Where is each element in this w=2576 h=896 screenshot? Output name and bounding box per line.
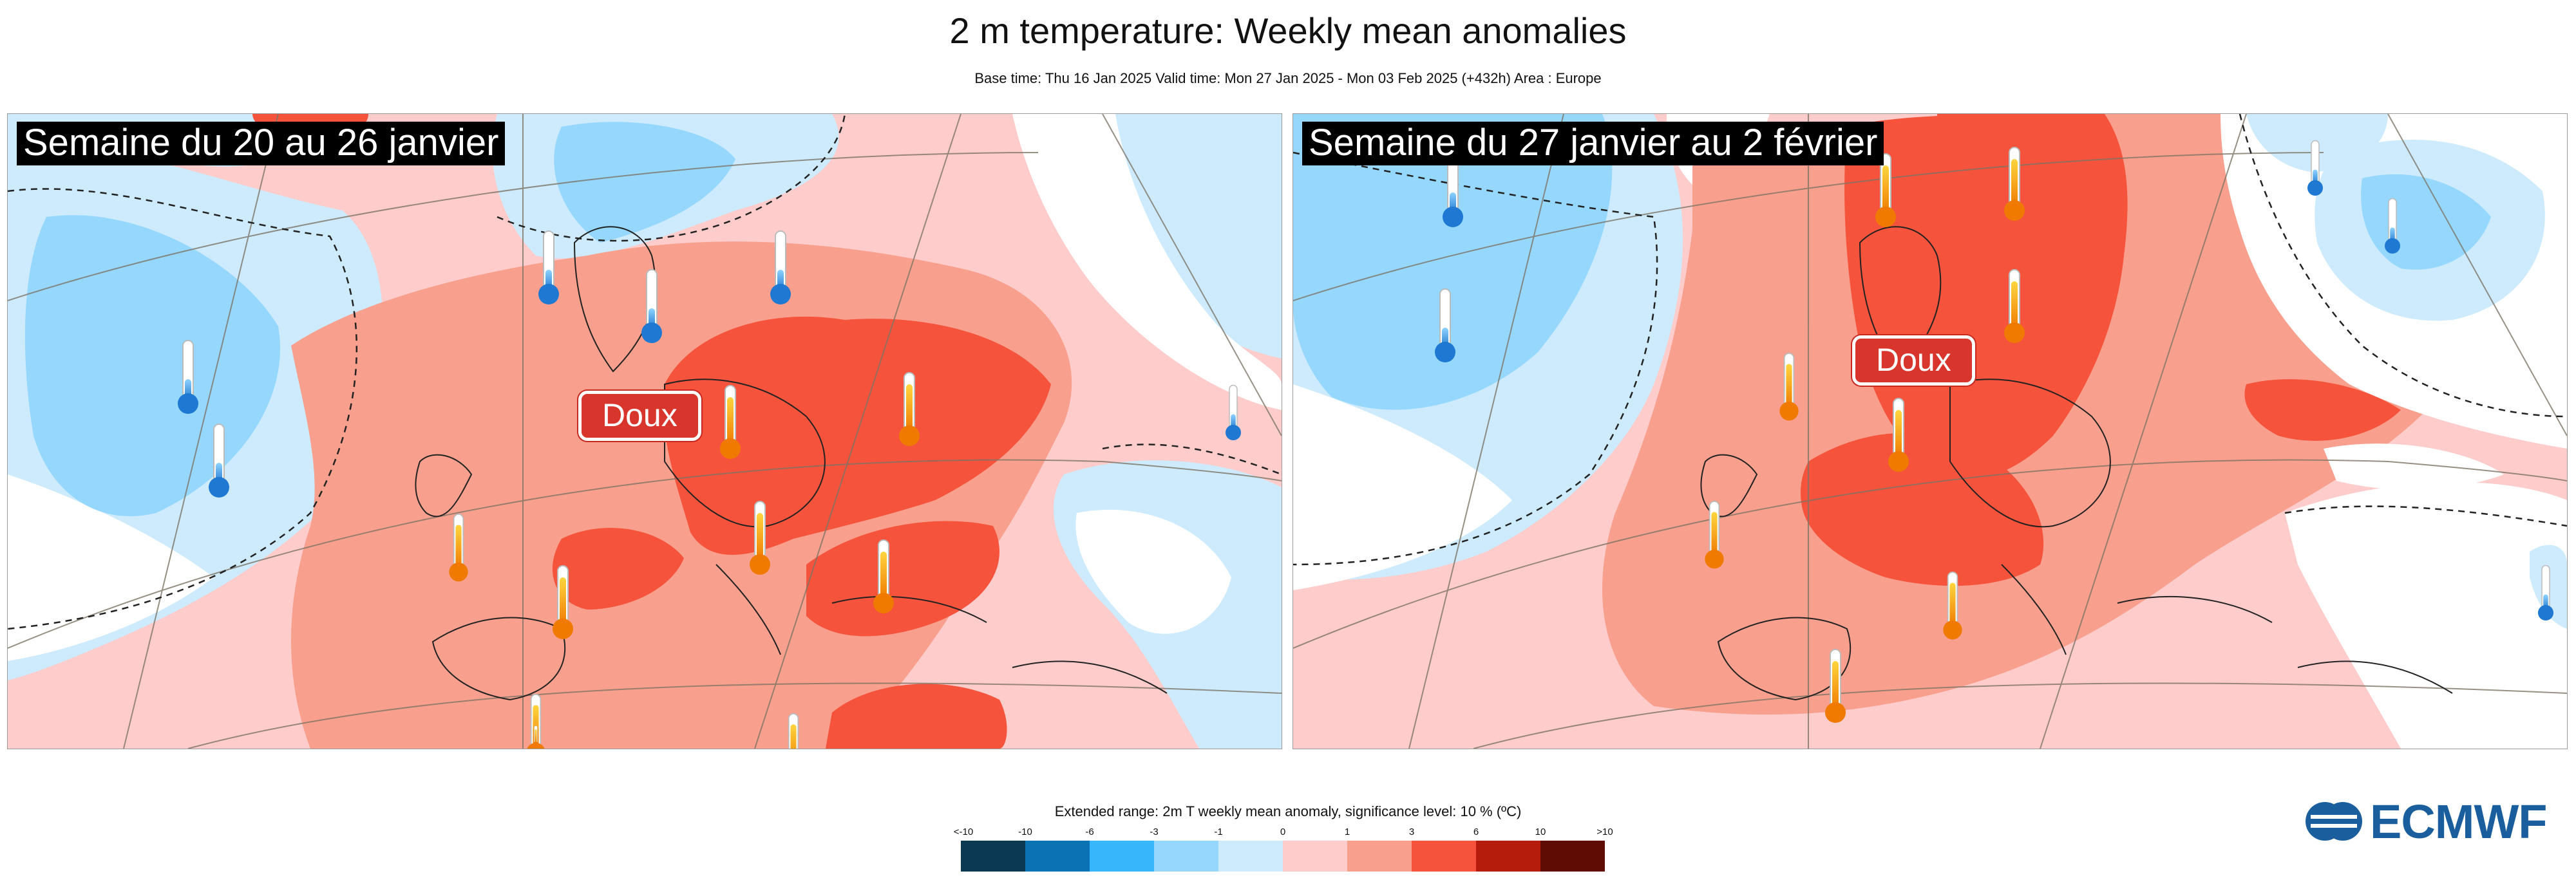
colorbar-tick: -10 xyxy=(1018,826,1032,837)
colorbar-swatch xyxy=(1476,841,1540,872)
map-panel-week-1: Semaine du 20 au 26 janvier Doux xyxy=(7,113,1282,749)
neutral-region xyxy=(8,474,214,661)
neutral-region xyxy=(2324,443,2504,490)
ecmwf-logo-text: ECMWF xyxy=(2370,794,2547,848)
colorbar-swatch xyxy=(961,841,1025,872)
chart-title: 2 m temperature: Weekly mean anomalies xyxy=(949,10,1627,51)
cold-anomaly-region xyxy=(1103,114,1282,359)
anomaly-map-2 xyxy=(1293,114,2567,749)
colorbar-tick: <-10 xyxy=(953,826,974,837)
colorbar-swatch xyxy=(1218,841,1283,872)
coastlines xyxy=(415,226,1168,701)
colorbar-tick: -6 xyxy=(1085,826,1094,837)
colorbar-tick: -3 xyxy=(1150,826,1159,837)
colorbar-swatch xyxy=(1540,841,1605,872)
cold-anomaly-core xyxy=(554,122,735,243)
colorbar-tick: 6 xyxy=(1473,826,1479,837)
colorbar-tick: 3 xyxy=(1408,826,1415,837)
colorbar-tick: >10 xyxy=(1596,826,1613,837)
coastlines xyxy=(1700,226,2453,701)
colorbar-swatch xyxy=(1025,841,1090,872)
map-panel-week-2: Semaine du 27 janvier au 2 février Doux xyxy=(1293,113,2568,749)
graticule xyxy=(8,114,1282,749)
colorbar-swatch xyxy=(1154,841,1218,872)
strong-warm-anomaly xyxy=(826,684,1007,749)
neutral-region xyxy=(1075,509,1231,634)
strong-warm-anomaly xyxy=(1801,433,2044,586)
strong-warm-anomaly xyxy=(663,316,1051,555)
week-label: Semaine du 27 janvier au 2 février xyxy=(1302,122,1884,165)
cold-anomaly-core xyxy=(1293,114,1613,410)
chart-subtitle: Base time: Thu 16 Jan 2025 Valid time: M… xyxy=(974,70,1602,86)
graticule xyxy=(1293,114,2567,749)
colorbar-tick: -1 xyxy=(1214,826,1223,837)
warm-badge: Doux xyxy=(578,391,701,441)
colorbar-swatch xyxy=(1347,841,1412,872)
neutral-region xyxy=(1012,114,1282,410)
colorbar-swatch xyxy=(1090,841,1154,872)
strong-warm-anomaly xyxy=(1937,114,2034,159)
colorbar-title: Extended range: 2m T weekly mean anomaly… xyxy=(1054,803,1522,819)
strong-warm-anomaly xyxy=(552,528,684,610)
significance-contours xyxy=(8,114,1282,630)
strong-warm-anomaly xyxy=(1844,114,2128,480)
neutral-region xyxy=(1293,384,1512,590)
colorbar-tick: 10 xyxy=(1535,826,1546,837)
ecmwf-logo: ECMWF xyxy=(2304,794,2547,848)
ecmwf-logo-icon xyxy=(2306,802,2362,841)
anomaly-map-1 xyxy=(8,114,1282,749)
strong-warm-anomaly xyxy=(2244,379,2401,441)
colorbar xyxy=(961,841,1605,872)
colorbar-tick: 0 xyxy=(1280,826,1286,837)
warm-badge: Doux xyxy=(1852,335,1975,386)
significance-contours xyxy=(1293,114,2567,566)
neutral-region xyxy=(2285,482,2567,749)
colorbar-tick: 1 xyxy=(1344,826,1350,837)
colorbar-swatch xyxy=(1283,841,1347,872)
colorbar-swatch xyxy=(1412,841,1476,872)
week-label: Semaine du 20 au 26 janvier xyxy=(17,122,506,165)
